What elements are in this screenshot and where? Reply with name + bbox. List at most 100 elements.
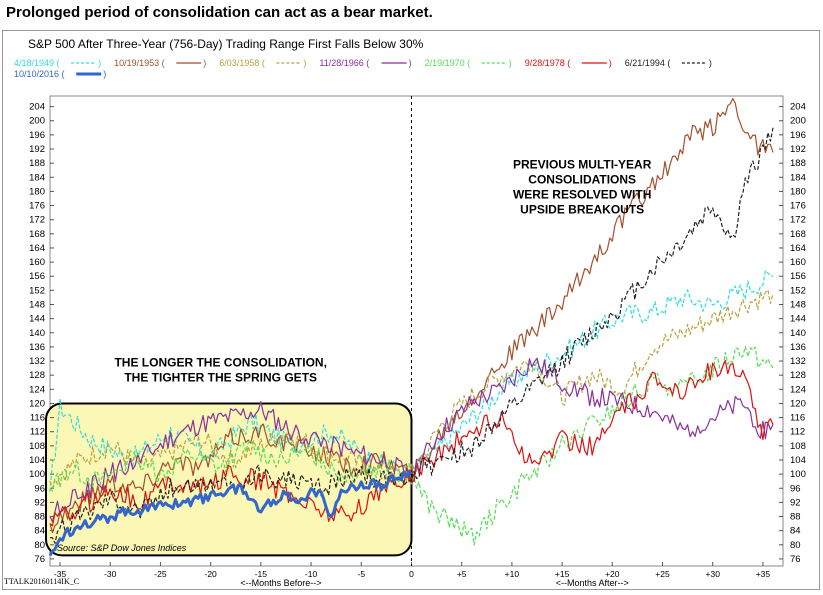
x-axis-label-after: <--Months After--> [556, 578, 629, 588]
y-tick-label-right: 108 [790, 441, 806, 452]
y-tick-label-right: 120 [790, 398, 806, 409]
x-tick-label: -25 [154, 569, 167, 579]
x-tick-label: +15 [555, 569, 570, 579]
y-tick-label-right: 152 [790, 285, 806, 296]
x-tick-label: -10 [305, 569, 318, 579]
y-tick-label-right: 92 [790, 497, 801, 508]
y-tick-label-left: 76 [34, 554, 45, 565]
y-tick-label-left: 108 [29, 441, 45, 452]
y-tick-label-right: 96 [790, 483, 801, 494]
x-tick-label: -30 [104, 569, 117, 579]
y-tick-label-left: 156 [29, 271, 45, 282]
chart-title: S&P 500 After Three-Year (756-Day) Tradi… [28, 37, 424, 51]
annotation-after-line: WERE RESOLVED WITH [513, 187, 651, 201]
y-tick-label-left: 164 [29, 243, 45, 254]
y-tick-label-left: 120 [29, 398, 45, 409]
y-tick-label-right: 188 [790, 158, 806, 169]
x-axis-label-before: <--Months Before--> [240, 578, 321, 588]
y-tick-label-right: 184 [790, 172, 806, 183]
y-tick-label-right: 124 [790, 384, 806, 395]
y-tick-label-left: 192 [29, 144, 45, 155]
x-tick-label: +20 [605, 569, 620, 579]
y-tick-label-left: 204 [29, 102, 45, 113]
y-tick-label-right: 196 [790, 130, 806, 141]
y-tick-label-right: 104 [790, 455, 806, 466]
x-tick-label: +35 [756, 569, 771, 579]
annotation-before-line: THE LONGER THE CONSOLIDATION, [114, 355, 326, 369]
x-tick-label: 0 [409, 569, 414, 579]
y-tick-label-right: 176 [790, 201, 806, 212]
y-tick-label-right: 156 [790, 271, 806, 282]
y-tick-label-left: 100 [29, 469, 45, 480]
y-tick-label-left: 184 [29, 172, 45, 183]
y-tick-label-right: 132 [790, 356, 806, 367]
y-tick-label-left: 140 [29, 328, 45, 339]
x-tick-label: +5 [457, 569, 467, 579]
y-tick-label-left: 116 [30, 413, 45, 424]
x-tick-label: -20 [205, 569, 218, 579]
y-tick-label-right: 116 [790, 413, 805, 424]
legend-label: 11/28/1966 ( [319, 58, 369, 68]
x-tick-label: -35 [54, 569, 67, 579]
y-tick-label-right: 80 [790, 540, 801, 551]
y-tick-label-right: 172 [790, 215, 806, 226]
y-tick-label-right: 128 [790, 370, 806, 381]
y-tick-label-left: 96 [34, 483, 45, 494]
y-tick-label-left: 200 [29, 116, 45, 127]
series-line-6-03-1958 [49, 289, 774, 489]
page-heading: Prolonged period of consolidation can ac… [6, 4, 433, 21]
y-tick-label-left: 144 [29, 314, 45, 325]
annotation-after-line: CONSOLIDATIONS [528, 172, 636, 186]
y-tick-label-left: 84 [34, 526, 45, 537]
y-tick-label-right: 192 [790, 144, 806, 155]
y-tick-label-right: 144 [790, 314, 806, 325]
x-tick-label: -15 [255, 569, 268, 579]
y-tick-label-left: 128 [29, 370, 45, 381]
y-tick-label-right: 88 [790, 512, 801, 523]
y-tick-label-left: 80 [34, 540, 45, 551]
y-tick-label-left: 152 [29, 285, 45, 296]
legend-close: ) [303, 58, 306, 68]
legend-close: ) [609, 58, 612, 68]
y-tick-label-right: 140 [790, 328, 806, 339]
legend-close: ) [709, 58, 712, 68]
y-tick-label-left: 136 [29, 342, 45, 353]
y-tick-label-left: 88 [34, 512, 45, 523]
y-tick-label-right: 76 [790, 554, 801, 565]
y-tick-label-right: 204 [790, 102, 806, 113]
y-tick-label-left: 92 [34, 497, 45, 508]
series-line-11-28-1966 [49, 357, 774, 523]
y-tick-label-left: 196 [29, 130, 45, 141]
annotation-after-line: UPSIDE BREAKOUTS [520, 202, 644, 216]
legend-label: 4/18/1949 ( [14, 58, 60, 68]
y-tick-label-left: 124 [29, 384, 45, 395]
legend-close: ) [103, 69, 106, 79]
y-tick-label-right: 100 [790, 469, 806, 480]
y-tick-label-left: 132 [29, 356, 45, 367]
legend-label: 6/21/1994 ( [625, 58, 671, 68]
x-tick-label: +30 [706, 569, 721, 579]
y-tick-label-left: 188 [29, 158, 45, 169]
annotation-after-line: PREVIOUS MULTI-YEAR [513, 157, 652, 171]
y-tick-label-right: 168 [790, 229, 806, 240]
y-tick-label-right: 180 [790, 186, 806, 197]
y-tick-label-right: 136 [790, 342, 806, 353]
legend-label: 10/19/1953 ( [114, 58, 165, 68]
y-tick-label-left: 176 [29, 201, 45, 212]
y-tick-label-left: 168 [29, 229, 45, 240]
legend-label: 10/10/2016 ( [14, 69, 65, 79]
annotation-before-line: THE TIGHTER THE SPRING GETS [124, 370, 317, 384]
x-tick-label: +10 [505, 569, 520, 579]
y-tick-label-right: 200 [790, 116, 806, 127]
consolidation-highlight-box [45, 402, 413, 557]
x-tick-label: -5 [357, 569, 365, 579]
source-note: Source: S&P Dow Jones Indices [57, 543, 187, 553]
series-line-10-10-2016 [48, 469, 413, 557]
legend-label: 6/03/1958 ( [219, 58, 265, 68]
y-tick-label-left: 172 [29, 215, 45, 226]
legend-close: ) [203, 58, 206, 68]
series-line-2-19-1970 [49, 345, 774, 546]
y-tick-label-left: 180 [29, 186, 45, 197]
y-tick-label-left: 112 [30, 427, 45, 438]
